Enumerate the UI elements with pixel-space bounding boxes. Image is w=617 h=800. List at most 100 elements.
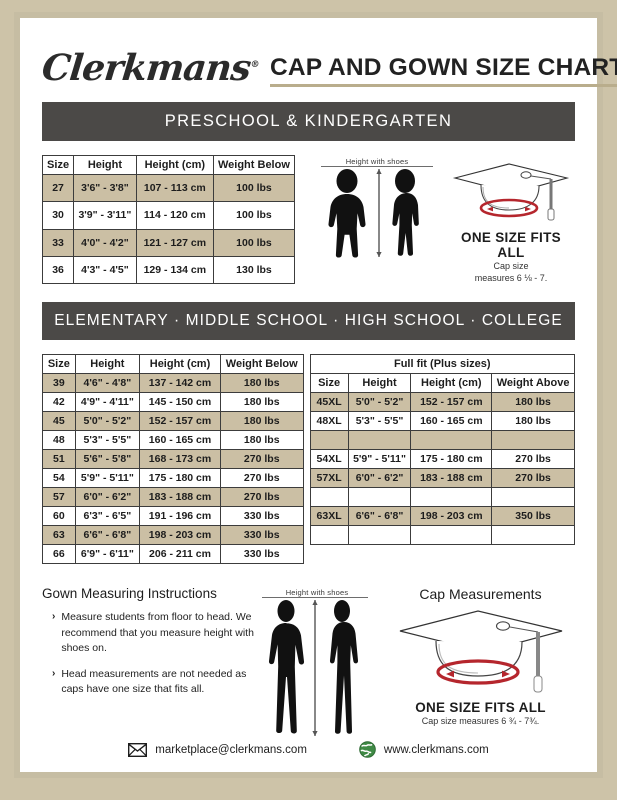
cap-size-note-top-line1: Cap size [493,261,529,271]
cell-height-cm: 191 - 196 cm [139,506,221,527]
cell-height: 3'6" - 3'8" [73,173,137,203]
cell-height-cm: 107 - 113 cm [135,173,214,203]
plus-title-row: Full fit (Plus sizes) [309,354,576,375]
footer-website-item[interactable]: www.clerkmans.com [359,741,489,758]
cell-size: 57 [42,487,76,508]
height-reference-line [321,166,433,167]
cell-size: 42 [42,392,76,413]
column-header-size: Size [41,155,75,175]
table-row: 54 5'9" - 5'11" 175 - 180 cm 270 lbs [42,468,304,489]
cell-weight: 100 lbs [212,228,296,257]
section-band-older: ELEMENTARY · MIDDLE SCHOOL · HIGH SCHOOL… [42,302,575,341]
cell-height-cm: 198 - 203 cm [139,525,221,546]
cell-size: 45 [42,411,76,432]
cell-weight: 180 lbs [219,373,304,394]
height-reference-line [262,597,368,599]
table-header-row: Size Height Height (cm) Weight Below [42,354,304,375]
cell-height-cm: 145 - 150 cm [139,392,221,413]
cell-height-cm: 152 - 157 cm [139,411,221,432]
cell-size: 30 [41,201,75,230]
cell-height: 5'6" - 5'8" [74,449,141,470]
one-size-fits-all-label-top: ONE SIZE FITS ALL [461,230,561,260]
cell-height: 5'0" - 5'2" [74,411,141,432]
column-header-height-cm: Height (cm) [139,354,221,375]
footer-contact-bar: marketplace@clerkmans.com www.clerkmans.… [20,741,597,758]
table-row [309,487,575,508]
column-header-height-cm: Height (cm) [135,155,214,175]
table-row-spacer [410,487,493,508]
cell-height: 6'6" - 6'8" [74,525,141,546]
table-row: 57 6'0" - 6'2" 183 - 188 cm 270 lbs [42,487,304,508]
cell-size: 63 [42,525,76,546]
footer-email-item[interactable]: marketplace@clerkmans.com [128,742,307,757]
cell-weight: 100 lbs [212,201,296,230]
cell-size: 45XL [309,392,349,413]
section-band-preschool: PRESCHOOL & KINDERGARTEN [42,102,575,141]
cell-size: 57XL [309,468,349,489]
globe-icon [359,741,376,758]
cell-height-cm: 198 - 203 cm [410,506,493,527]
cell-height-cm: 168 - 173 cm [139,449,221,470]
table-row: 45 5'0" - 5'2" 152 - 157 cm 180 lbs [42,411,304,432]
title-underline-rule [270,84,617,87]
cell-weight: 180 lbs [491,411,575,432]
cell-height: 4'0" - 4'2" [73,228,137,257]
table-row-spacer [491,487,575,508]
chevron-right-icon: › [52,611,56,623]
graduation-cap-icon [452,163,570,221]
cell-height-cm: 160 - 165 cm [139,430,221,451]
cell-height-cm: 121 - 127 cm [135,228,214,257]
cell-height: 4'9" - 4'11" [74,392,141,413]
column-header-height: Height [74,354,141,375]
preschool-size-table: Size Height Height (cm) Weight Below 27 3… [41,155,296,285]
footer-website-text: www.clerkmans.com [383,743,489,756]
cell-height-cm: 175 - 180 cm [139,468,221,489]
table-row: 63 6'6" - 6'8" 198 - 203 cm 330 lbs [42,525,304,546]
table-row-spacer [309,487,349,508]
table-row-spacer [347,430,412,451]
cell-height: 5'9" - 5'11" [347,449,412,470]
table-row: 57XL 6'0" - 6'2" 183 - 188 cm 270 lbs [309,468,575,489]
cell-height-cm: 160 - 165 cm [410,411,493,432]
cell-weight: 180 lbs [219,392,304,413]
instructions-heading: Gown Measuring Instructions [42,586,217,602]
height-with-shoes-label: Height with shoes [345,157,409,166]
cell-height: 4'3" - 4'5" [73,255,137,285]
cell-height: 6'0" - 6'2" [74,487,141,508]
cell-size: 48 [42,430,76,451]
page-title: CAP AND GOWN SIZE CHART [270,54,617,82]
column-header-weight: Weight Below [212,155,296,175]
cell-weight: 330 lbs [219,525,304,546]
cell-height-cm: 175 - 180 cm [410,449,493,470]
cell-size: 54 [42,468,76,489]
cell-weight: 270 lbs [219,487,304,508]
cell-height: 5'9" - 5'11" [74,468,141,489]
cell-height-cm: 183 - 188 cm [139,487,221,508]
cell-size: 54XL [309,449,349,470]
cell-height: 5'3" - 5'5" [74,430,141,451]
cell-height-cm: 129 - 134 cm [135,255,214,285]
table-row-spacer [309,525,349,546]
cell-weight: 330 lbs [219,544,304,565]
table-row: 45XL 5'0" - 5'2" 152 - 157 cm 180 lbs [309,392,575,413]
plus-fit-title: Full fit (Plus sizes) [309,354,576,375]
table-row-spacer [491,430,575,451]
cell-weight: 180 lbs [219,411,304,432]
table-row [309,430,575,451]
table-row [309,525,575,546]
cell-weight: 180 lbs [219,430,304,451]
cap-illustration-block-bottom: Cap Measurements ONE SIZE FITS ALL Cap s… [372,586,575,738]
cell-height-cm: 206 - 211 cm [139,544,221,565]
table-row: 63XL 6'6" - 6'8" 198 - 203 cm 350 lbs [309,506,575,527]
cell-height: 3'9" - 3'11" [73,201,137,230]
cell-size: 63XL [309,506,349,527]
cell-weight: 270 lbs [219,468,304,489]
cap-size-note-top-line2: measures 6 ⅛ - 7. [474,273,548,284]
table-row: 42 4'9" - 4'11" 145 - 150 cm 180 lbs [42,392,304,413]
cell-weight: 330 lbs [219,506,304,527]
cell-size: 66 [42,544,76,565]
table-row: 48XL 5'3" - 5'5" 160 - 165 cm 180 lbs [309,411,575,432]
cell-weight: 270 lbs [491,449,575,470]
cell-size: 36 [41,255,75,285]
cell-weight: 130 lbs [212,255,296,285]
